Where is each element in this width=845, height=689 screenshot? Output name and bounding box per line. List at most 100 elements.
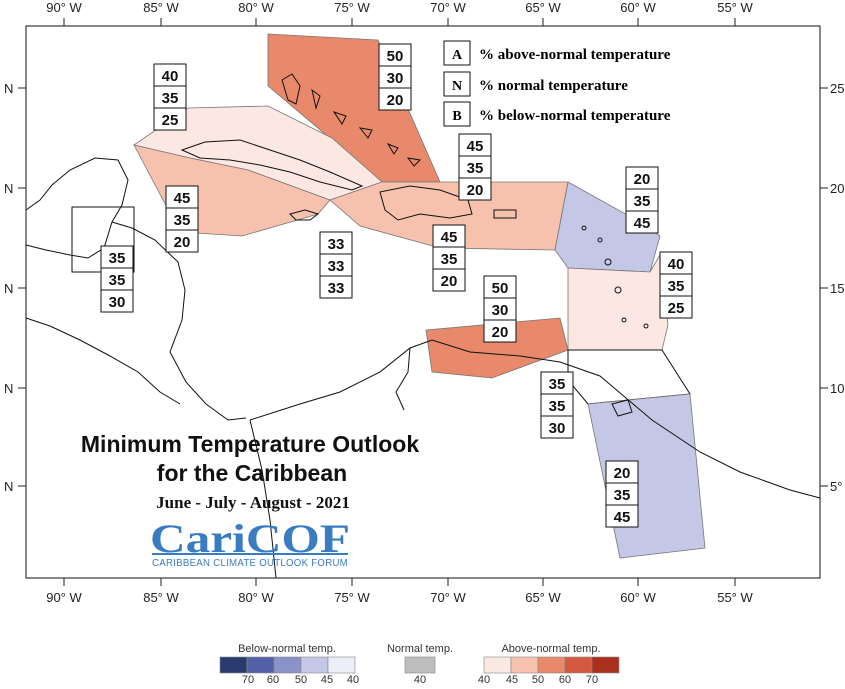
prob-below: 45 [634,215,651,232]
prob-above: 50 [492,280,509,297]
colorbar-below-swatches [219,656,356,674]
colorbar-tick: 40 [414,674,426,684]
legend-text: % above-normal temperature [479,47,671,63]
prob-above: 20 [614,465,631,482]
prob-box-belize: 35 35 30 [100,245,134,313]
colorbar-tick: 40 [347,674,359,684]
legend-text: % normal temperature [479,78,628,94]
prob-above: 35 [549,376,566,393]
prob-above: 40 [162,68,179,85]
prob-normal: 30 [492,302,509,319]
coastlines [25,73,821,579]
prob-normal: 35 [614,487,631,504]
prob-above: 45 [467,138,484,155]
prob-above: 45 [174,190,191,207]
colorbar-tick: 40 [478,674,490,684]
lat-label: N [4,479,13,494]
lat-labels-left: N N N N N [4,81,13,494]
lon-label: 80° W [238,0,274,15]
caricof-logo: CariCOF CARIBBEAN CLIMATE OUTLOOK FORUM [150,516,350,569]
lat-label: 25 [830,81,844,96]
colorbar-tick: 45 [506,674,518,684]
prob-normal: 35 [441,251,458,268]
prob-below: 25 [668,300,685,317]
lon-labels-bottom: 90° W 85° W 80° W 75° W 70° W 65° W 60° … [46,590,753,605]
map-frame [25,25,821,579]
lat-label: N [4,81,13,96]
colorbar-swatch [246,656,275,674]
colorbar-swatch [564,656,593,674]
colorbar-swatch [591,656,620,674]
legend-item-above: A % above-normal temperature [443,40,671,66]
colorbar-normal-title: Normal temp. [387,643,453,655]
prob-box-cuba: 40 35 25 [153,63,187,131]
colorbar-above-title: Above-normal temp. [501,643,600,655]
probability-boxes: 50 30 20 40 35 25 45 35 20 35 35 30 33 3… [100,43,693,528]
lat-labels-right: 25 20 15 10 5° [830,81,844,494]
prob-below: 20 [387,92,404,109]
colorbar-below-title: Below-normal temp. [238,643,336,655]
legend-key: N [452,79,462,94]
lon-label: 75° W [334,0,370,15]
lon-label: 65° W [525,590,561,605]
title-line2: for the Caribbean [157,460,347,486]
prob-box-hispaniola: 45 35 20 [458,133,492,201]
logo-subtitle: CARIBBEAN CLIMATE OUTLOOK FORUM [152,558,348,569]
legend-item-normal: N % normal temperature [443,71,628,97]
lat-label: 10 [830,381,844,396]
colorbar-swatch [510,656,539,674]
prob-box-bahamas: 50 30 20 [378,43,412,111]
prob-box-windward: 40 35 25 [659,251,693,319]
lon-label: 70° W [430,590,466,605]
prob-normal: 35 [467,160,484,177]
prob-below: 33 [328,280,345,297]
colorbar-tick: 45 [321,674,333,684]
lon-label: 85° W [143,590,179,605]
prob-above: 33 [328,236,345,253]
lon-label: 80° W [238,590,274,605]
title-line1: Minimum Temperature Outlook [81,431,419,457]
lat-label: N [4,181,13,196]
colorbar-normal-swatch [404,656,436,674]
colorbar-tick: 50 [532,674,544,684]
colorbar-tick: 60 [267,674,279,684]
lon-label: 60° W [620,590,656,605]
lat-label: N [4,381,13,396]
prob-above: 35 [109,250,126,267]
lon-label: 60° W [620,0,656,15]
prob-normal: 35 [549,398,566,415]
colorbar-tick: 70 [586,674,598,684]
lat-label: 15 [830,281,844,296]
legend-text: % below-normal temperature [479,108,671,124]
prob-below: 30 [109,294,126,311]
legend-item-below: B % below-normal temperature [443,101,671,127]
colorbar-swatch [273,656,302,674]
colorbar-tick: 70 [242,674,254,684]
prob-box-abc: 50 30 20 [483,275,517,343]
prob-below: 20 [492,324,509,341]
lon-label: 75° W [334,590,370,605]
prob-below: 20 [441,273,458,290]
prob-above: 40 [668,256,685,273]
colorbar-swatch [300,656,329,674]
prob-normal: 33 [328,258,345,275]
lon-label: 90° W [46,0,82,15]
lat-label: 5° [830,479,842,494]
lat-label: N [4,281,13,296]
lon-label: 70° W [430,0,466,15]
lon-label: 85° W [143,0,179,15]
prob-box-guianas: 20 35 45 [605,460,639,528]
zone-abc[interactable] [425,317,569,379]
prob-normal: 35 [668,278,685,295]
prob-normal: 35 [109,272,126,289]
map-title: Minimum Temperature Outlook for the Cari… [81,431,419,512]
colorbar-swatch [327,656,356,674]
prob-box-jamaica: 33 33 33 [319,231,353,299]
prob-above: 20 [634,171,651,188]
colorbar-above-swatches [483,656,620,674]
prob-box-trinidad: 35 35 30 [540,371,574,439]
prob-above: 45 [441,229,458,246]
prob-below: 25 [162,112,179,129]
lat-label: 20 [830,181,844,196]
colorbar-swatch [219,656,248,674]
